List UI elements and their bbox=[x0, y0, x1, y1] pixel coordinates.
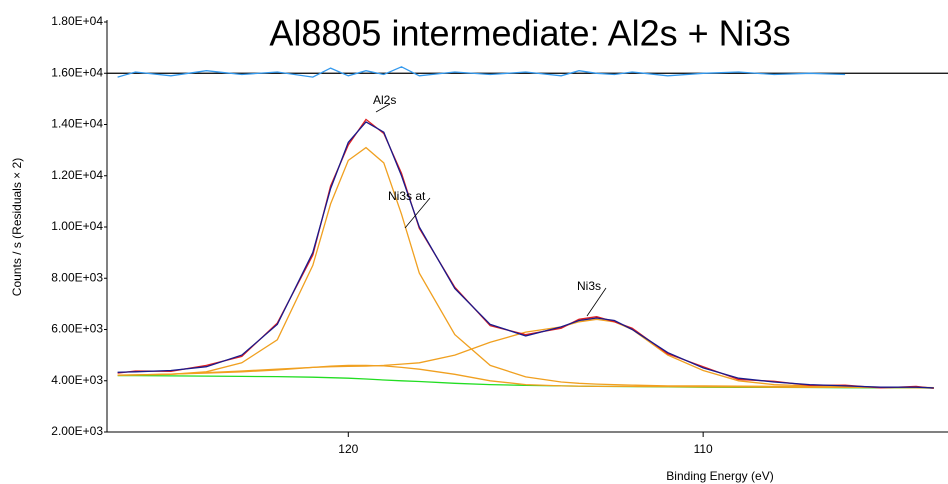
annotation: Ni3s bbox=[577, 279, 601, 293]
annotation-leader bbox=[586, 287, 607, 317]
series-line bbox=[117, 146, 934, 389]
series-line bbox=[117, 118, 934, 390]
y-tick-label: 1.40E+04 bbox=[51, 117, 103, 131]
y-tick-label: 8.00E+03 bbox=[51, 270, 103, 284]
y-tick-label: 1.00E+04 bbox=[51, 219, 103, 233]
x-axis-label: Binding Energy (eV) bbox=[666, 469, 773, 483]
y-axis-label: Counts / s (Residuals × 2) bbox=[10, 158, 24, 296]
annotation-leader bbox=[404, 197, 431, 229]
y-tick-label: 4.00E+03 bbox=[51, 373, 103, 387]
y-tick-label: 1.60E+04 bbox=[51, 65, 103, 79]
y-tick-label: 6.00E+03 bbox=[51, 322, 103, 336]
chart-title: Al8805 intermediate: Al2s + Ni3s bbox=[269, 13, 790, 54]
series-line bbox=[117, 121, 934, 389]
y-tick-label: 1.20E+04 bbox=[51, 168, 103, 182]
series-line bbox=[117, 66, 846, 78]
x-tick-label: 110 bbox=[694, 442, 713, 456]
annotation-leader bbox=[375, 103, 391, 113]
x-tick-label: 120 bbox=[338, 442, 358, 456]
series-line bbox=[117, 364, 934, 389]
y-tick-label: 1.80E+04 bbox=[51, 14, 103, 28]
annotation: Ni3s at bbox=[388, 189, 426, 203]
series-line bbox=[117, 318, 934, 389]
y-tick-label: 2.00E+03 bbox=[51, 424, 103, 438]
annotation: Al2s bbox=[373, 93, 396, 107]
